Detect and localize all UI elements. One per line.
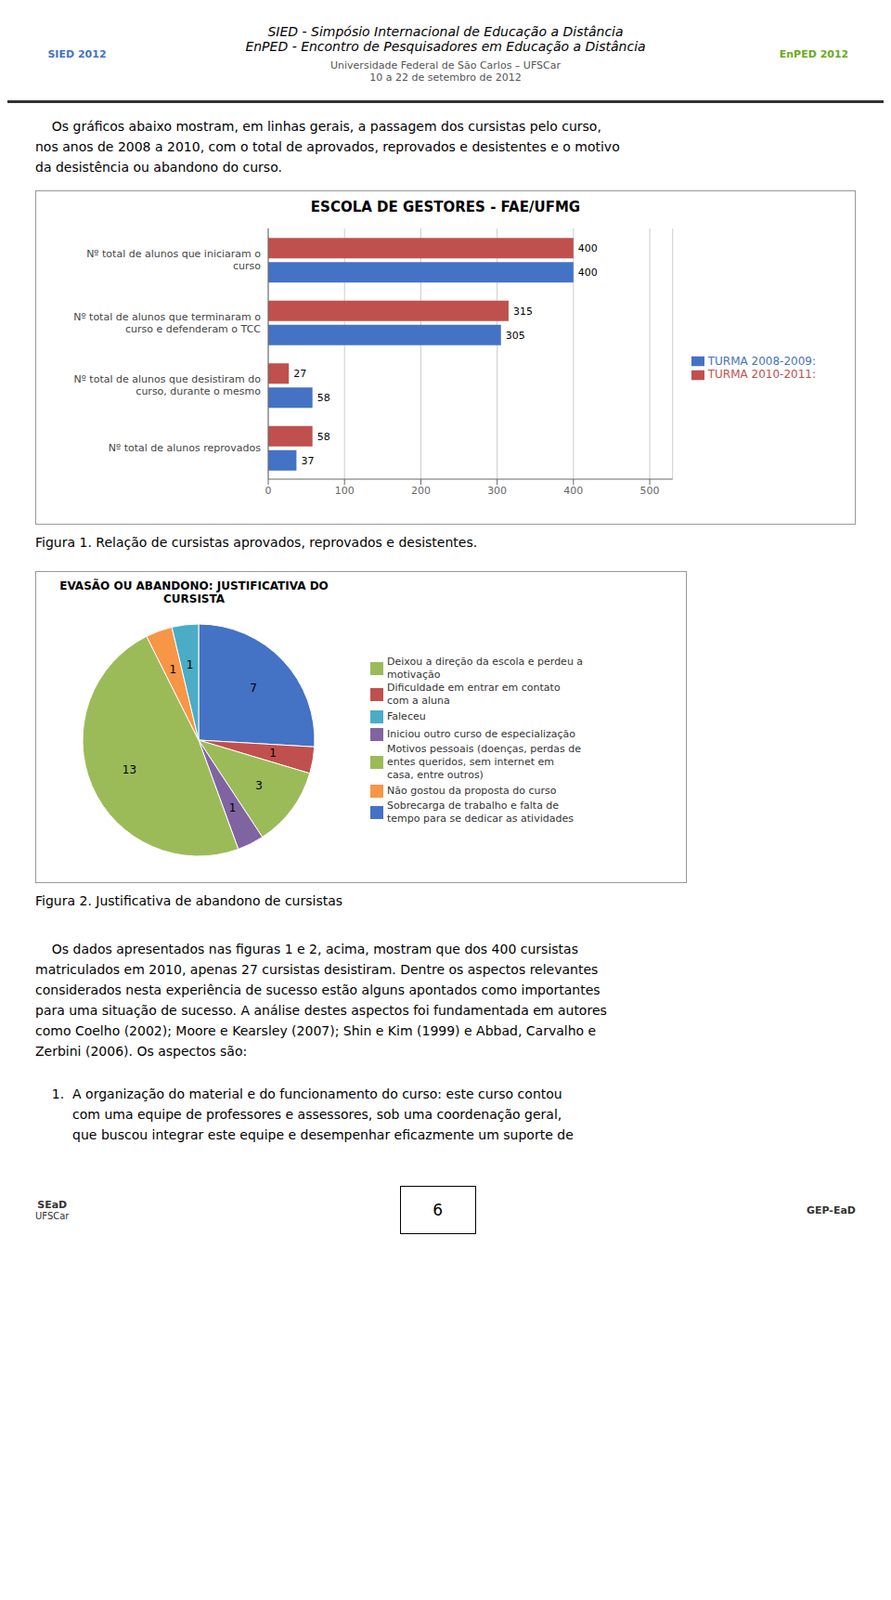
svg-text:400: 400 <box>578 242 598 255</box>
html-text:Sobrecarga de trabalho e falta: Sobrecarga de trabalho e falta de tempo … <box>387 798 574 824</box>
svg-text:Nº total de alunos reprovados: Nº total de alunos reprovados <box>108 441 262 454</box>
html-text:Iniciou outro curso de especia: Iniciou outro curso de especialização <box>387 727 576 740</box>
svg-text:Nº total de alunos que desisti: Nº total de alunos que desistiram docurs… <box>73 373 261 398</box>
html-text:Figura 1. Relação de cursistas: Figura 1. Relação de cursistas aprovados… <box>35 534 478 550</box>
svg-text:13: 13 <box>122 762 137 776</box>
html-text:UFSCar: UFSCar <box>35 1210 70 1221</box>
html-text:Não gostou da proposta do curs: Não gostou da proposta do curso <box>387 784 557 797</box>
html-text:TURMA 2008-2009:: TURMA 2008-2009: <box>707 354 816 368</box>
html-text:6: 6 <box>432 1200 443 1219</box>
svg-text:100: 100 <box>335 484 355 497</box>
svg-text:400: 400 <box>578 266 598 279</box>
html-text:EnPED - Encontro de Pesquisado: EnPED - Encontro de Pesquisadores em Edu… <box>245 38 646 54</box>
svg-text:1: 1 <box>186 658 194 672</box>
html-text:Universidade Federal de São Ca: Universidade Federal de São Carlos – UFS… <box>330 59 561 72</box>
svg-text:58: 58 <box>317 391 331 404</box>
svg-text:58: 58 <box>317 430 331 443</box>
html-text:Os gráficos abaixo mostram, em: Os gráficos abaixo mostram, em linhas ge… <box>35 118 620 175</box>
svg-text:27: 27 <box>293 367 307 380</box>
html-text:Deixou a direção da escola e p: Deixou a direção da escola e perdeu a mo… <box>387 654 583 680</box>
svg-text:Nº total de alunos que termina: Nº total de alunos que terminaram ocurso… <box>73 310 261 336</box>
html-text:EVASÃO OU ABANDONO: JUSTIFICAT: EVASÃO OU ABANDONO: JUSTIFICATIVA DO CUR… <box>59 579 329 606</box>
svg-text:200: 200 <box>411 484 431 497</box>
svg-text:1: 1 <box>269 746 277 760</box>
svg-text:7: 7 <box>249 681 258 695</box>
html-text:Os dados apresentados nas figu: Os dados apresentados nas figuras 1 e 2,… <box>35 941 607 1059</box>
svg-text:3: 3 <box>255 778 263 792</box>
svg-text:1: 1 <box>168 662 177 676</box>
html-text:TURMA 2010-2011:: TURMA 2010-2011: <box>707 367 816 381</box>
svg-text:305: 305 <box>505 329 526 342</box>
html-text:Dificuldade em entrar em conta: Dificuldade em entrar em contato com a a… <box>387 680 561 706</box>
svg-text:500: 500 <box>640 484 660 497</box>
html-text:SEaD: SEaD <box>37 1198 68 1211</box>
svg-text:37: 37 <box>300 454 314 467</box>
html-text:SIED - Simpósio Internacional: SIED - Simpósio Internacional de Educaçã… <box>267 24 624 39</box>
html-text:Figura 2. Justificativa de aba: Figura 2. Justificativa de abandono de c… <box>35 892 343 908</box>
svg-text:Nº total de alunos que iniciar: Nº total de alunos que iniciaram ocurso <box>86 247 261 272</box>
html-text:1. A organização do material e: 1. A organização do material e do funcio… <box>35 1085 574 1142</box>
svg-text:400: 400 <box>563 484 583 497</box>
svg-text:1: 1 <box>229 800 237 814</box>
html-text:SIED 2012: SIED 2012 <box>47 47 107 60</box>
html-text:ESCOLA DE GESTORES - FAE/UFMG: ESCOLA DE GESTORES - FAE/UFMG <box>310 198 581 216</box>
html-text:10 a 22 de setembro de 2012: 10 a 22 de setembro de 2012 <box>369 71 522 84</box>
svg-text:0: 0 <box>265 484 272 497</box>
svg-text:300: 300 <box>487 484 507 497</box>
html-text:Faleceu: Faleceu <box>387 710 426 723</box>
html-text:Motivos pessoais (doenças, per: Motivos pessoais (doenças, perdas de ent… <box>387 742 582 781</box>
html-text:EnPED 2012: EnPED 2012 <box>779 47 849 60</box>
html-text:GEP-EaD: GEP-EaD <box>806 1203 856 1216</box>
svg-text:315: 315 <box>513 305 533 318</box>
